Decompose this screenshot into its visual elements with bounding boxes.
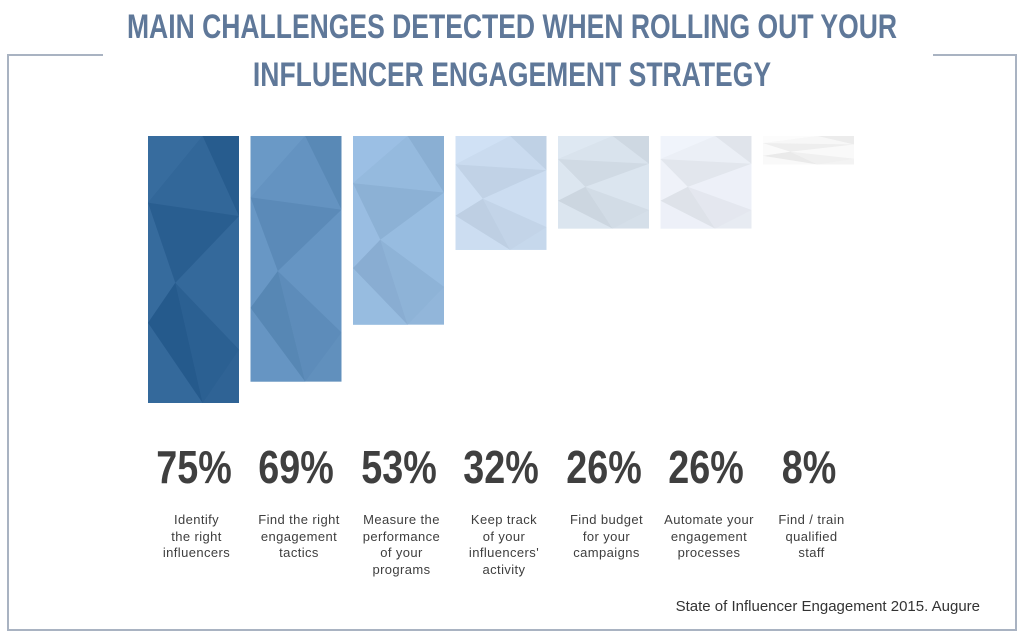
bar-facet bbox=[715, 136, 752, 164]
bar-facet bbox=[250, 197, 278, 308]
bar-facet bbox=[790, 144, 854, 159]
bar-facet bbox=[763, 136, 854, 145]
bar-facet bbox=[277, 271, 342, 382]
bar-facet bbox=[585, 186, 649, 229]
value-label-6: 26% bbox=[668, 441, 744, 493]
bars-layer bbox=[148, 136, 854, 403]
bar-3 bbox=[353, 136, 444, 325]
bar-facet bbox=[305, 136, 342, 210]
bar-facet bbox=[250, 136, 342, 210]
category-label-7: Find / train qualified staff bbox=[778, 512, 845, 560]
bar-facet bbox=[455, 136, 547, 171]
bar-facet bbox=[455, 164, 547, 199]
bar-facet bbox=[612, 136, 649, 164]
bar-facet bbox=[380, 192, 444, 287]
bar-facet bbox=[763, 143, 854, 152]
category-label-5: Find budget for your campaigns bbox=[569, 512, 644, 560]
bar-facet bbox=[175, 216, 239, 350]
bar-facet bbox=[148, 136, 239, 217]
value-label-5: 26% bbox=[565, 441, 642, 493]
bar-facet bbox=[277, 209, 342, 333]
bar-facet bbox=[585, 163, 649, 210]
category-label-2: Find the right engagement tactics bbox=[258, 512, 340, 560]
bar-2 bbox=[250, 136, 342, 382]
bar-4 bbox=[455, 136, 547, 250]
bar-facet bbox=[687, 186, 752, 229]
bar-1 bbox=[148, 136, 239, 403]
value-label-2: 69% bbox=[258, 441, 334, 493]
bar-7 bbox=[763, 136, 854, 165]
bar-facet bbox=[455, 164, 483, 216]
bar-facet bbox=[763, 143, 791, 156]
bar-facet bbox=[250, 271, 306, 382]
bar-facet bbox=[687, 163, 752, 210]
bar-facet bbox=[558, 136, 649, 164]
chart-title-line-1: MAIN CHALLENGES DETECTED WHEN ROLLING OU… bbox=[126, 8, 898, 46]
chart-title-line-2: INFLUENCER ENGAGEMENT STRATEGY bbox=[252, 56, 772, 94]
bar-facet bbox=[175, 282, 239, 403]
source-note: State of Influencer Engagement 2015. Aug… bbox=[675, 598, 980, 615]
bar-facet bbox=[353, 183, 381, 269]
bar-facet bbox=[763, 151, 818, 165]
bar-facet bbox=[148, 322, 203, 403]
bar-facet bbox=[407, 136, 444, 193]
bar-facet bbox=[148, 202, 176, 323]
bar-facet bbox=[482, 170, 547, 228]
value-label-3: 53% bbox=[360, 441, 437, 493]
bar-facet bbox=[455, 215, 511, 250]
bar-facet bbox=[455, 136, 511, 165]
bar-facet bbox=[660, 136, 752, 164]
bar-facet bbox=[790, 151, 854, 165]
bar-facet bbox=[353, 136, 408, 184]
bar-facet bbox=[250, 136, 306, 198]
category-label-4: Keep track of your influencers' activity bbox=[468, 512, 540, 577]
value-label-1: 75% bbox=[155, 441, 232, 493]
bar-facet bbox=[558, 159, 649, 187]
category-label-1: Identify the right influencers bbox=[162, 512, 231, 560]
bar-facet bbox=[482, 198, 547, 250]
bar-6 bbox=[660, 136, 752, 229]
bar-facet bbox=[558, 159, 586, 201]
bar-facet bbox=[380, 239, 444, 325]
value-label-4: 32% bbox=[463, 441, 539, 493]
bar-facet bbox=[148, 136, 203, 203]
bar-facet bbox=[455, 198, 511, 250]
bar-facet bbox=[660, 159, 752, 187]
bar-facet bbox=[558, 186, 613, 229]
bar-facet bbox=[558, 200, 613, 229]
bar-facet bbox=[763, 155, 818, 165]
bar-facet bbox=[353, 136, 444, 193]
bar-facet bbox=[250, 197, 342, 272]
bar-facet bbox=[660, 186, 716, 229]
bar-facet bbox=[660, 200, 716, 229]
bar-facet bbox=[510, 136, 547, 171]
bar-facet bbox=[660, 159, 688, 201]
bar-5 bbox=[558, 136, 649, 229]
bar-facet bbox=[353, 183, 444, 240]
bar-facet bbox=[148, 202, 239, 283]
bar-facet bbox=[148, 282, 203, 403]
bar-facet bbox=[353, 268, 408, 325]
bar-facet bbox=[353, 239, 408, 325]
frame-border bbox=[7, 54, 1017, 631]
category-label-6: Automate your engagement processes bbox=[664, 512, 754, 560]
category-label-3: Measure the performance of your programs bbox=[362, 512, 441, 577]
bar-facet bbox=[250, 307, 306, 382]
value-label-7: 8% bbox=[781, 441, 836, 493]
